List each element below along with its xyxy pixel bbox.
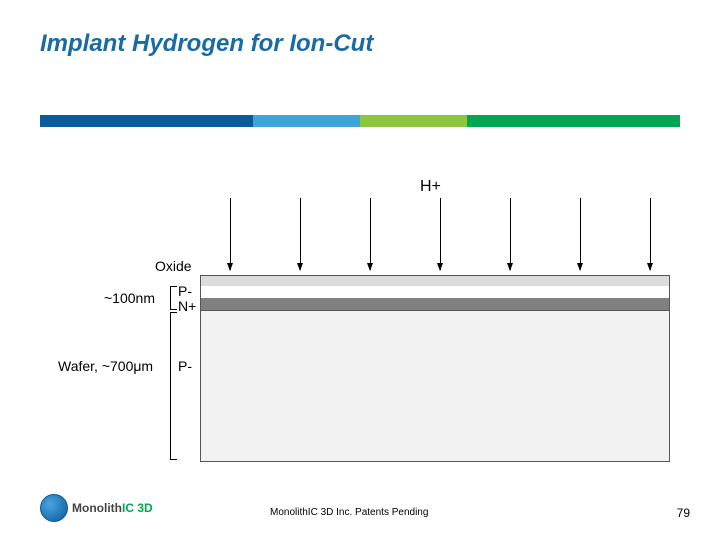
divider-seg [40,115,253,127]
slide-divider [40,115,680,127]
bracket-wafer [170,312,171,460]
page-number: 79 [677,506,690,520]
label-nplus: N+ [178,298,196,314]
wafer-stack [200,275,670,462]
logo-text-b: IC 3D [122,501,153,515]
implant-arrow [580,198,581,270]
layer-oxide [200,275,670,286]
logo-text: MonolithIC 3D [72,501,153,515]
divider-seg [467,115,680,127]
implant-arrow [510,198,511,270]
layer-pminus-top [200,286,670,298]
implant-arrow [230,198,231,270]
footer-patents: MonolithIC 3D Inc. Patents Pending [270,507,428,518]
implant-arrow [370,198,371,270]
implant-arrow [440,198,441,270]
ion-label: H+ [420,178,441,196]
implant-arrow [650,198,651,270]
dim-thin-label: ~100nm [104,290,155,306]
layer-wafer [200,310,670,462]
layer-nplus [200,298,670,310]
dim-wafer-label: Wafer, ~700μm [58,358,153,374]
logo-globe-icon [40,494,68,522]
label-pminus-top: P- [178,283,192,299]
bracket-thin [170,286,171,310]
label-oxide: Oxide [155,258,192,274]
logo: MonolithIC 3D [40,494,153,522]
divider-seg [253,115,360,127]
slide-title: Implant Hydrogen for Ion-Cut [40,30,373,58]
logo-text-a: Monolith [72,501,122,515]
implant-arrow [300,198,301,270]
label-pminus-wafer: P- [178,358,192,374]
divider-seg [360,115,467,127]
